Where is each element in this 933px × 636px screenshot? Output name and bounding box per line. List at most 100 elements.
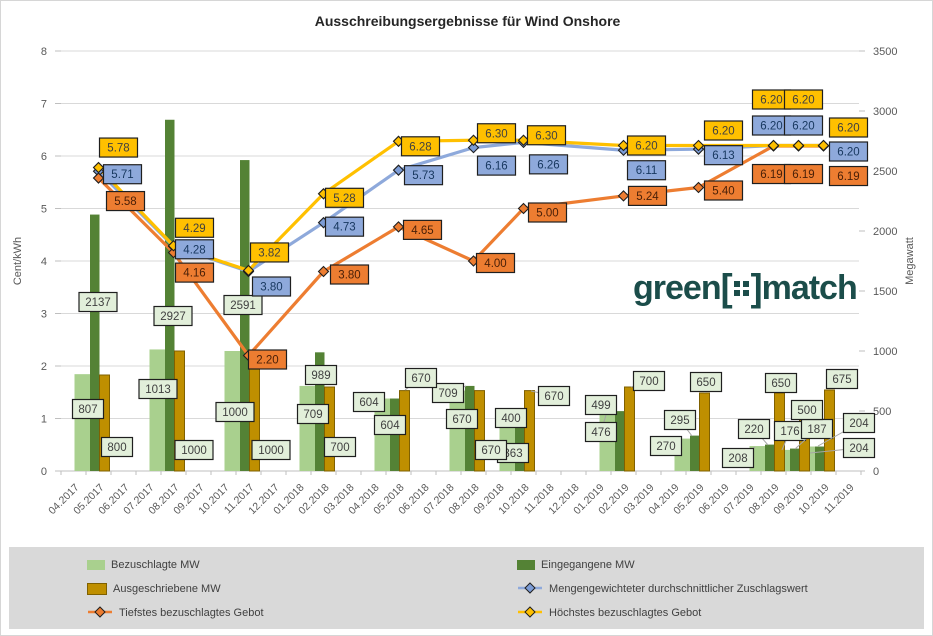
svg-text:6.11: 6.11 <box>636 165 658 177</box>
svg-text:2.20: 2.20 <box>256 355 278 367</box>
bar <box>324 386 335 472</box>
bar <box>90 214 100 471</box>
svg-text:650: 650 <box>696 377 715 389</box>
svg-text:295: 295 <box>670 415 689 427</box>
svg-text:700: 700 <box>330 442 349 454</box>
legend-swatch-ausgeschriebene-icon <box>87 583 107 595</box>
svg-text:1000: 1000 <box>873 346 897 358</box>
svg-text:499: 499 <box>591 400 610 412</box>
svg-text:6.30: 6.30 <box>535 130 557 142</box>
svg-text:1000: 1000 <box>181 445 207 457</box>
svg-text:6.20: 6.20 <box>712 126 734 138</box>
svg-text:4.16: 4.16 <box>183 268 205 280</box>
svg-text:1013: 1013 <box>145 384 171 396</box>
svg-text:7: 7 <box>41 99 47 111</box>
legend-item-eingegangene-mw: Eingegangene MW <box>439 555 924 575</box>
svg-text:3000: 3000 <box>873 106 897 118</box>
bar <box>165 119 175 471</box>
svg-text:500: 500 <box>797 405 816 417</box>
svg-text:500: 500 <box>873 406 891 418</box>
svg-text:363: 363 <box>503 448 522 460</box>
svg-text:5.73: 5.73 <box>412 170 434 182</box>
svg-text:0: 0 <box>873 466 879 478</box>
legend-item-tiefstes-gebot: Tiefstes bezuschlagtes Gebot <box>9 603 439 623</box>
logo-bracket-right-icon: ] <box>750 265 763 309</box>
legend-label: Tiefstes bezuschlagtes Gebot <box>119 607 264 619</box>
svg-text:4: 4 <box>41 256 47 268</box>
svg-text:5.71: 5.71 <box>111 169 133 181</box>
svg-text:8: 8 <box>41 46 47 58</box>
svg-text:5.58: 5.58 <box>114 196 136 208</box>
svg-text:2500: 2500 <box>873 166 897 178</box>
svg-text:3500: 3500 <box>873 46 897 58</box>
logo-text-match: match <box>761 268 858 307</box>
svg-text:709: 709 <box>438 388 457 400</box>
svg-text:6.13: 6.13 <box>712 150 734 162</box>
legend-swatch-bezuschlagte-icon <box>87 560 105 570</box>
svg-text:670: 670 <box>411 373 430 385</box>
svg-text:4.65: 4.65 <box>411 225 433 237</box>
svg-text:1000: 1000 <box>258 445 284 457</box>
logo-text-green: green <box>633 268 722 307</box>
legend-swatch-eingegangene-icon <box>517 560 536 570</box>
svg-text:2000: 2000 <box>873 226 897 238</box>
svg-text:476: 476 <box>591 427 610 439</box>
svg-text:176: 176 <box>780 426 799 438</box>
svg-text:6.19: 6.19 <box>837 171 859 183</box>
legend-swatch-zuschlagswert-icon <box>517 581 543 597</box>
svg-text:989: 989 <box>311 370 330 382</box>
svg-text:400: 400 <box>501 413 520 425</box>
svg-text:650: 650 <box>771 378 790 390</box>
svg-text:Cent/kWh: Cent/kWh <box>12 237 24 285</box>
svg-text:5.40: 5.40 <box>712 186 734 198</box>
bar <box>790 448 800 471</box>
svg-text:6.20: 6.20 <box>760 121 782 133</box>
svg-text:2591: 2591 <box>230 300 256 312</box>
svg-text:6.20: 6.20 <box>760 95 782 107</box>
svg-text:800: 800 <box>107 442 126 454</box>
svg-text:6.16: 6.16 <box>485 161 507 173</box>
svg-text:6.28: 6.28 <box>409 141 431 153</box>
svg-text:4.73: 4.73 <box>333 222 355 234</box>
line-markers-2 <box>92 134 830 277</box>
svg-text:1500: 1500 <box>873 286 897 298</box>
legend-item-hoechstes-gebot: Höchstes bezuschlagtes Gebot <box>439 603 924 623</box>
bar <box>699 392 710 472</box>
svg-text:3: 3 <box>41 309 47 321</box>
legend-swatch-tiefstes-icon <box>87 605 113 621</box>
svg-text:6.20: 6.20 <box>837 123 859 135</box>
bar <box>474 390 485 472</box>
svg-text:204: 204 <box>849 418 869 430</box>
svg-text:1: 1 <box>41 414 47 426</box>
svg-text:5: 5 <box>41 204 47 216</box>
legend-item-bezuschlagte-mw: Bezuschlagte MW <box>9 555 439 575</box>
bar <box>99 374 110 472</box>
chart-plot-area: 0 1 2 3 4 5 6 7 8 0 500 1000 1500 2000 2500 3000 3500 Cen… <box>12 46 916 517</box>
svg-text:675: 675 <box>832 374 851 386</box>
bar <box>174 350 185 472</box>
legend-label: Eingegangene MW <box>541 559 635 571</box>
chart-title: Ausschreibungsergebnisse für Wind Onshor… <box>314 13 621 29</box>
svg-text:5.00: 5.00 <box>536 208 558 220</box>
bar <box>240 160 250 471</box>
svg-text:604: 604 <box>380 420 400 432</box>
svg-text:4.28: 4.28 <box>183 244 205 256</box>
svg-text:700: 700 <box>639 376 658 388</box>
line-data-labels: 5.71 4.28 3.80 4.73 5.73 6.16 6.26 6.11 6.13 6.20… <box>98 89 869 370</box>
svg-text:208: 208 <box>728 453 747 465</box>
logo-dots-icon <box>733 280 749 296</box>
legend-label: Höchstes bezuschlagtes Gebot <box>549 607 702 619</box>
svg-text:3.80: 3.80 <box>260 282 282 294</box>
bar <box>524 390 535 472</box>
legend-label: Ausgeschriebene MW <box>113 583 221 595</box>
svg-text:2137: 2137 <box>85 297 111 309</box>
svg-text:6.20: 6.20 <box>792 121 814 133</box>
legend-label: Bezuschlagte MW <box>111 559 200 571</box>
svg-text:187: 187 <box>807 424 826 436</box>
legend-label: Mengengewichteter durchschnittlicher Zus… <box>549 583 808 595</box>
svg-text:1000: 1000 <box>222 407 248 419</box>
svg-text:6.19: 6.19 <box>792 169 814 181</box>
svg-text:709: 709 <box>303 409 322 421</box>
bar <box>765 444 775 471</box>
